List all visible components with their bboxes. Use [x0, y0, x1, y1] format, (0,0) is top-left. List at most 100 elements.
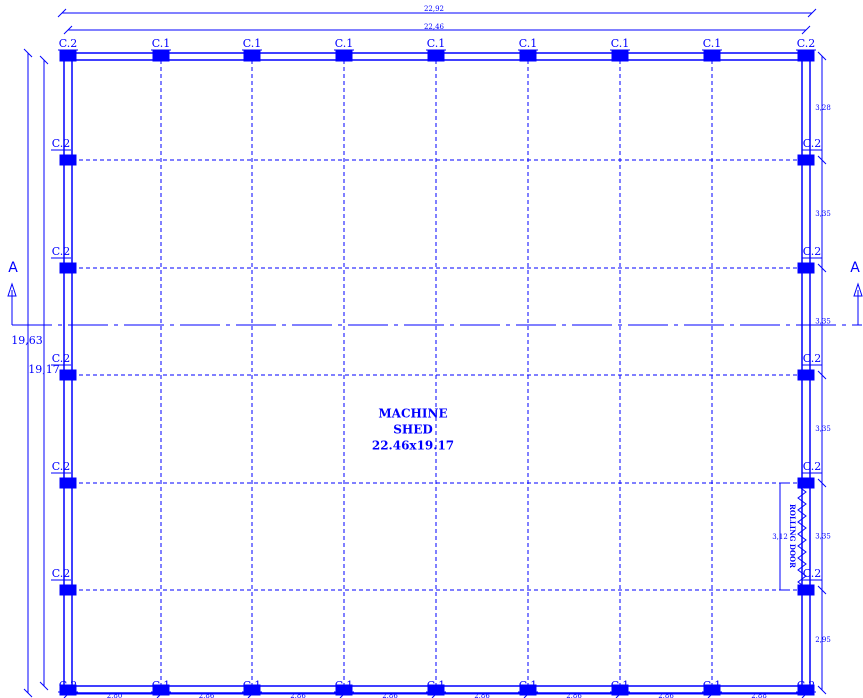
column — [59, 684, 77, 696]
column — [797, 477, 815, 489]
dim-text: 3,35 — [815, 318, 831, 326]
dim-text: 3,35 — [815, 533, 831, 541]
column — [611, 684, 629, 696]
dim-tick — [801, 689, 811, 698]
column-label: C.1 — [427, 37, 446, 50]
dim-tick — [23, 48, 33, 58]
dim-tick — [817, 370, 827, 380]
dim-text: 2,88 — [751, 692, 767, 698]
dim-text: 2,86 — [199, 692, 215, 698]
column-label: C.1 — [519, 679, 538, 692]
column-label: C.1 — [703, 679, 722, 692]
column-label: C.1 — [611, 37, 630, 50]
column-label: C.2 — [52, 460, 71, 473]
dim-tick — [615, 689, 625, 698]
dim-tick — [707, 689, 717, 698]
column — [152, 50, 170, 62]
column-label: C.2 — [803, 460, 822, 473]
column — [797, 684, 815, 696]
section-label: A — [8, 260, 18, 276]
dim-tick — [817, 263, 827, 273]
column — [59, 50, 77, 62]
column — [797, 584, 815, 596]
column-label: C.1 — [152, 679, 171, 692]
dim-text: 19,17 — [28, 363, 60, 376]
room-name: MACHINE — [378, 407, 447, 421]
dim-text: 2,86 — [658, 692, 674, 698]
dim-tick — [817, 585, 827, 595]
rolling-door — [797, 482, 807, 589]
dim-text: 2,86 — [382, 692, 398, 698]
dim-tick — [817, 155, 827, 165]
column-label: C.2 — [797, 37, 816, 50]
column-label: C.2 — [52, 137, 71, 150]
inner-wall — [71, 59, 803, 687]
column — [797, 262, 815, 274]
door-label: ROLLING DOOR — [788, 504, 797, 568]
column — [243, 684, 261, 696]
column-label: C.1 — [611, 679, 630, 692]
dim-tick — [801, 25, 811, 35]
column-label: C.1 — [335, 37, 354, 50]
column-label: C.1 — [243, 37, 262, 50]
outer-wall — [63, 52, 811, 694]
dim-text: 22,46 — [424, 23, 445, 31]
column-label: C.2 — [797, 679, 816, 692]
column — [703, 50, 721, 62]
column-label: C.2 — [803, 567, 822, 580]
dim-text: 3,12 — [772, 533, 788, 541]
column-label: C.2 — [52, 245, 71, 258]
column — [797, 369, 815, 381]
column-label: C.1 — [703, 37, 722, 50]
column — [243, 50, 261, 62]
column-label: C.1 — [243, 679, 262, 692]
dim-text: 3,28 — [815, 104, 831, 112]
dim-tick — [23, 688, 33, 698]
room-name: SHED — [393, 423, 433, 437]
column — [611, 50, 629, 62]
column-label: C.1 — [519, 37, 538, 50]
column-label: C.2 — [52, 352, 71, 365]
column — [427, 50, 445, 62]
column — [797, 50, 815, 62]
column — [519, 50, 537, 62]
column — [519, 684, 537, 696]
dim-tick — [39, 681, 49, 691]
column-label: C.2 — [803, 245, 822, 258]
column-label: C.2 — [59, 37, 78, 50]
column — [59, 154, 77, 166]
dim-text: 3,35 — [815, 425, 831, 433]
column-label: C.2 — [803, 137, 822, 150]
dim-text: 2,86 — [290, 692, 306, 698]
dim-text: 3,35 — [815, 210, 831, 218]
room-size: 22.46x19.17 — [372, 439, 454, 453]
column-label: C.1 — [427, 679, 446, 692]
column-label: C.1 — [335, 679, 354, 692]
dim-tick — [339, 689, 349, 698]
dim-text: 22,92 — [424, 5, 444, 13]
column — [427, 684, 445, 696]
section-arrow — [7, 282, 863, 325]
column — [59, 369, 77, 381]
dim-text: 19,63 — [11, 334, 43, 347]
dim-tick — [63, 689, 73, 698]
column — [335, 50, 353, 62]
dim-tick — [39, 55, 49, 65]
dim-text: 2,86 — [566, 692, 582, 698]
dim-tick — [156, 689, 166, 698]
dim-tick — [63, 25, 73, 35]
column — [703, 684, 721, 696]
column — [152, 684, 170, 696]
dim-tick — [247, 689, 257, 698]
column — [59, 584, 77, 596]
column — [335, 684, 353, 696]
column — [59, 477, 77, 489]
section-label: A — [850, 260, 860, 276]
dim-text: 2,86 — [474, 692, 490, 698]
column — [59, 262, 77, 274]
column-label: C.2 — [59, 679, 78, 692]
dim-text: 2,80 — [107, 692, 123, 698]
dim-tick — [817, 51, 827, 61]
dim-tick — [57, 8, 67, 18]
